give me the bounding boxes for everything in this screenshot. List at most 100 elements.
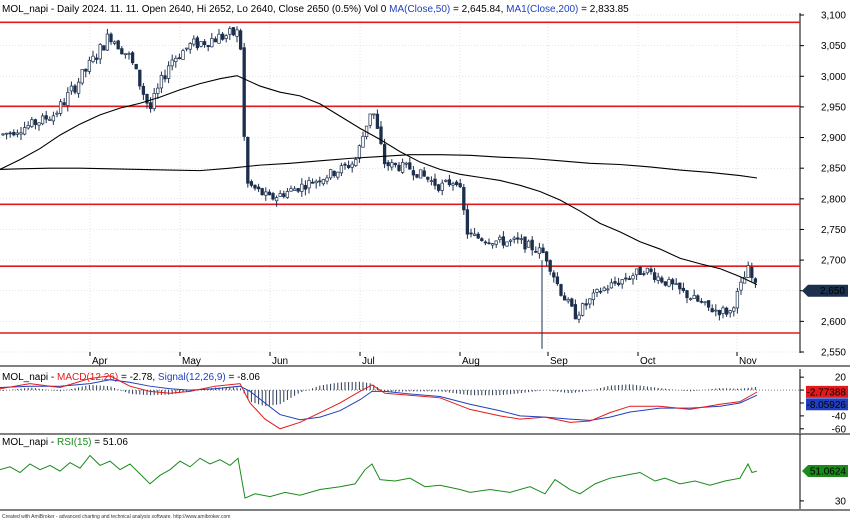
month-label: Sep (550, 356, 568, 367)
candle-body (76, 81, 81, 94)
candle-body (505, 241, 509, 247)
candle-body (735, 291, 740, 309)
candle-body (573, 304, 578, 320)
rsi-header: MOL_napi - RSI(15) = 51.06 (2, 437, 128, 448)
candle-body (508, 239, 513, 242)
candle-body (616, 282, 621, 286)
candle-body (267, 191, 272, 196)
candle-body (8, 132, 12, 135)
month-labels: Apr May Jun Jul Aug Sep Oct Nov (89, 352, 757, 367)
candle-body (163, 75, 167, 80)
candle-body (109, 33, 113, 43)
candle-body (130, 52, 135, 64)
macd-value-label: -2.77388 (807, 387, 847, 398)
candle-body (116, 40, 120, 50)
month-label: Nov (739, 356, 757, 367)
candle-body (645, 267, 650, 274)
month-label: May (182, 356, 201, 367)
candle-body (188, 43, 192, 50)
candle-body (285, 191, 290, 198)
candle-body (170, 59, 174, 67)
candle-body (577, 314, 581, 320)
candle-body (336, 171, 340, 178)
candle-body (418, 169, 423, 179)
price-axis: 3,100 3,050 3,000 2,950 2,900 2,850 2,800 2,750… (800, 11, 848, 359)
macd-tick-label: -40 (832, 411, 847, 422)
rsi-value-badge (802, 464, 848, 477)
candle-body (732, 307, 736, 312)
candle-body (4, 132, 9, 135)
candle-body (699, 300, 704, 303)
candle-body (476, 233, 480, 239)
candle-body (325, 177, 329, 182)
candle-body (620, 279, 624, 285)
candle-body (296, 188, 300, 192)
candle-body (519, 238, 524, 241)
candle-body (274, 197, 279, 202)
candle-body (303, 185, 308, 190)
candle-body (66, 92, 70, 106)
macd-value-label: -8.05926 (807, 400, 847, 411)
candle-body (127, 53, 131, 55)
candle-body (235, 29, 239, 37)
candle-body (292, 188, 297, 191)
candle-body (501, 236, 506, 246)
candle-body (51, 115, 56, 122)
candle-body (84, 68, 88, 72)
candle-body (195, 37, 200, 49)
candle-body (415, 174, 419, 178)
candle-body (134, 63, 138, 70)
candle-body (354, 159, 358, 166)
candle-body (472, 233, 477, 236)
price-tick-label: 2,550 (821, 348, 846, 359)
candle-body (350, 163, 354, 168)
candle-body (541, 247, 545, 253)
candle-body (598, 290, 603, 293)
candle-body (724, 307, 729, 315)
macd-axis: 200-20-40-60-2.77388-8.05926 (800, 373, 848, 435)
macd-value-badge (806, 398, 848, 411)
candle-body (559, 284, 563, 296)
rsi-pane (0, 454, 758, 499)
candle-body (382, 144, 387, 165)
month-label: Jun (272, 356, 288, 367)
candle-body (444, 179, 448, 182)
candle-body (15, 132, 20, 135)
macd-value-badge (806, 385, 848, 398)
candle-body (426, 176, 430, 180)
last-price-label: 2,650 (820, 286, 845, 297)
candle-body (544, 251, 549, 262)
price-header: MOL_napi - Daily 2024. 11. 11. Open 2640… (2, 4, 629, 15)
rsi-line (0, 454, 758, 499)
candle-body (332, 170, 336, 177)
candle-body (210, 38, 214, 48)
last-price-badge (802, 284, 848, 297)
candle-body (217, 33, 221, 44)
candle-body (465, 209, 470, 235)
candle-body (458, 183, 462, 188)
price-tick-label: 3,000 (821, 72, 846, 83)
candle-body (706, 300, 711, 308)
candle-body (328, 169, 333, 179)
candle-body (685, 290, 689, 299)
candle-body (40, 115, 45, 125)
candle-body (516, 237, 520, 240)
candle-body (487, 242, 491, 245)
candle-body (73, 85, 77, 93)
candle-body (692, 295, 696, 299)
candle-body (494, 240, 498, 245)
candle-body (552, 272, 556, 278)
footer-credit: Created with AmiBroker - advanced charti… (2, 514, 230, 520)
candle-body (688, 298, 693, 301)
candle-body (120, 48, 124, 55)
price-tick-label: 2,750 (821, 225, 846, 236)
candle-body (372, 113, 376, 116)
candle-body (397, 164, 401, 171)
candle-body (386, 162, 390, 167)
candle-body (87, 59, 92, 72)
candle-body (591, 292, 596, 301)
candle-body (156, 87, 160, 94)
candle-body (12, 131, 16, 136)
candle-body (145, 93, 149, 104)
